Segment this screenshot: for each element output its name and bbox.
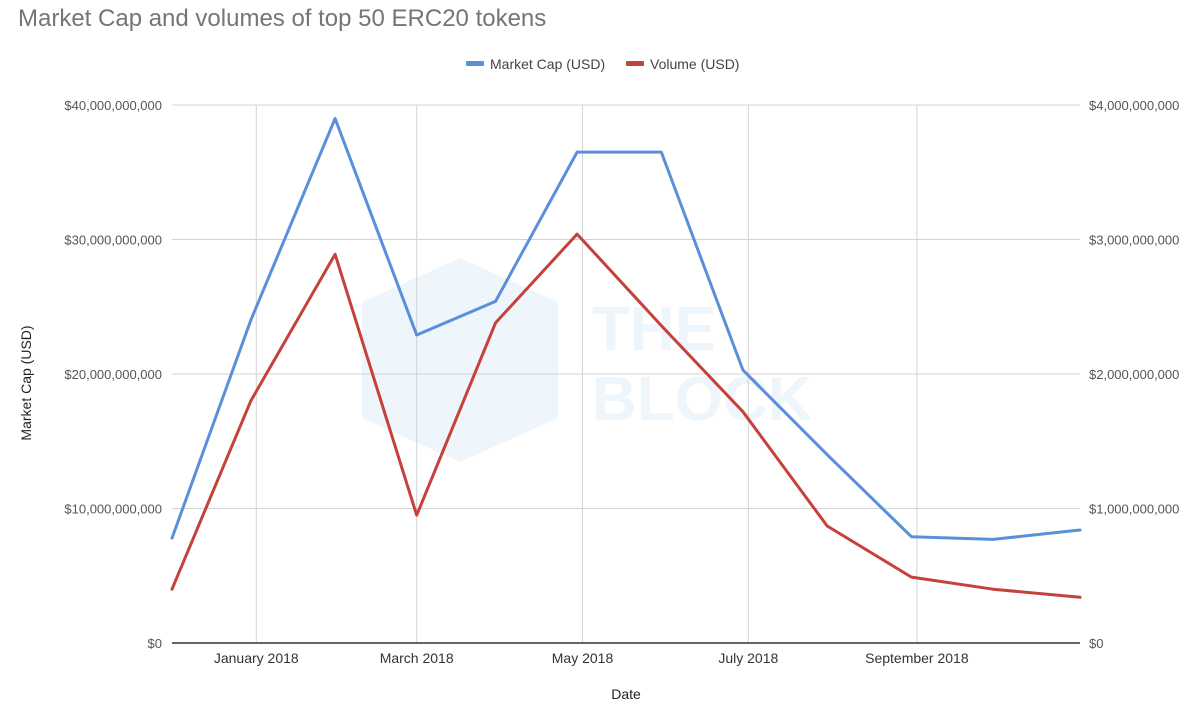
chart-title: Market Cap and volumes of top 50 ERC20 t… <box>18 5 546 32</box>
data-point-market-cap <box>991 537 995 541</box>
data-point-market-cap <box>170 536 174 540</box>
legend-swatch-volume <box>626 61 644 66</box>
left-axis-ticks: $0 $10,000,000,000 $20,000,000,000 $30,000,… <box>64 98 162 651</box>
x-axis-title: Date <box>611 686 641 702</box>
data-point-volume <box>170 587 174 591</box>
data-point-volume <box>659 324 663 328</box>
data-point-volume <box>415 513 419 517</box>
data-point-market-cap <box>659 150 663 154</box>
series-line-volume <box>170 232 1082 599</box>
legend-label-market-cap: Market Cap (USD) <box>490 56 605 72</box>
watermark-logo: THE BLOCK <box>362 258 813 462</box>
data-point-volume <box>909 575 913 579</box>
y-left-tick-label: $20,000,000,000 <box>64 367 162 382</box>
horizontal-gridlines <box>172 104 1080 509</box>
y-axis-title: Market Cap (USD) <box>18 325 34 440</box>
data-point-market-cap <box>825 453 829 457</box>
y-right-tick-label: $0 <box>1089 636 1103 651</box>
data-point-volume <box>991 587 995 591</box>
y-left-tick-label: $10,000,000,000 <box>64 502 162 517</box>
right-axis-ticks: $0 $1,000,000,000 $2,000,000,000 $3,000,000… <box>1089 98 1179 651</box>
data-point-volume <box>1078 595 1082 599</box>
y-right-tick-label: $2,000,000,000 <box>1089 367 1179 382</box>
data-point-volume <box>494 321 498 325</box>
y-left-tick-label: $0 <box>148 636 162 651</box>
x-tick-label: March 2018 <box>380 650 454 666</box>
legend-swatch-market-cap <box>466 61 484 66</box>
watermark-line1: THE <box>592 295 716 364</box>
data-point-market-cap <box>494 299 498 303</box>
data-point-market-cap <box>575 150 579 154</box>
legend: Market Cap (USD) Volume (USD) <box>466 56 739 72</box>
x-tick-label: July 2018 <box>718 650 778 666</box>
data-point-volume <box>249 399 253 403</box>
data-point-market-cap <box>415 333 419 337</box>
y-right-tick-label: $1,000,000,000 <box>1089 502 1179 517</box>
x-tick-label: January 2018 <box>214 650 299 666</box>
data-point-market-cap <box>1078 528 1082 532</box>
y-left-tick-label: $40,000,000,000 <box>64 98 162 113</box>
x-axis-ticks: January 2018 March 2018 May 2018 July 2018 S… <box>214 650 969 666</box>
data-point-volume <box>825 524 829 528</box>
y-right-tick-label: $4,000,000,000 <box>1089 98 1179 113</box>
series-line-market-cap <box>170 117 1082 541</box>
data-point-volume <box>741 410 745 414</box>
legend-label-volume: Volume (USD) <box>650 56 739 72</box>
data-point-market-cap <box>909 535 913 539</box>
x-tick-label: September 2018 <box>865 650 969 666</box>
data-point-volume <box>333 252 337 256</box>
y-left-tick-label: $30,000,000,000 <box>64 233 162 248</box>
y-right-tick-label: $3,000,000,000 <box>1089 233 1179 248</box>
series-lines <box>170 117 1082 599</box>
data-point-market-cap <box>741 368 745 372</box>
x-tick-label: May 2018 <box>552 650 614 666</box>
data-point-market-cap <box>333 117 337 121</box>
watermark-line2: BLOCK <box>592 365 813 434</box>
data-point-market-cap <box>249 318 253 322</box>
data-point-volume <box>575 232 579 236</box>
